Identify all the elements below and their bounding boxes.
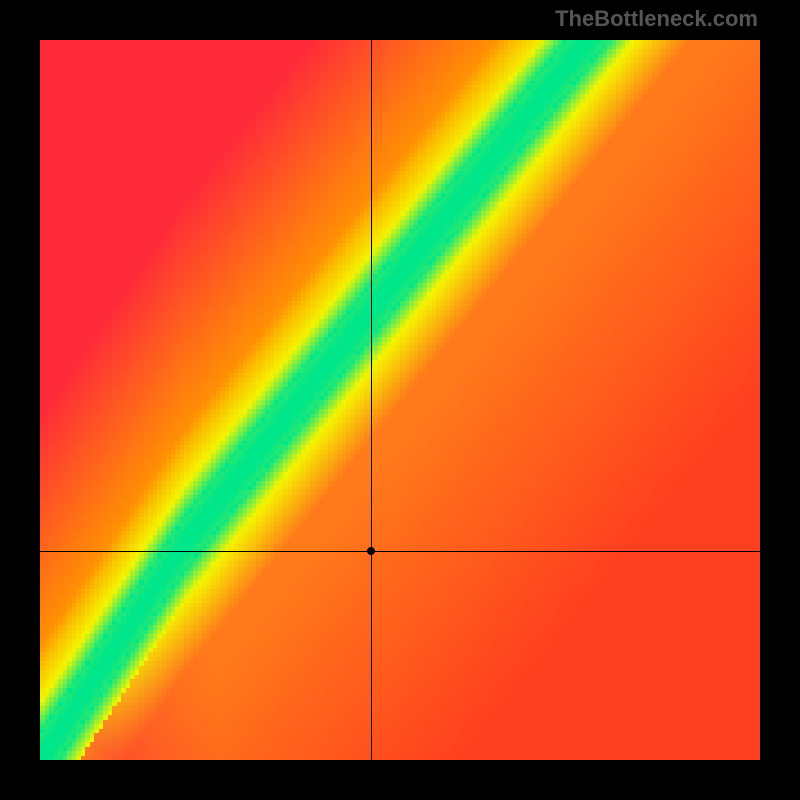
crosshair-point <box>367 547 375 555</box>
watermark-text: TheBottleneck.com <box>555 6 758 32</box>
plot-area <box>40 40 760 760</box>
heatmap-canvas <box>40 40 760 760</box>
crosshair-vertical <box>371 40 372 760</box>
crosshair-horizontal <box>40 551 760 552</box>
